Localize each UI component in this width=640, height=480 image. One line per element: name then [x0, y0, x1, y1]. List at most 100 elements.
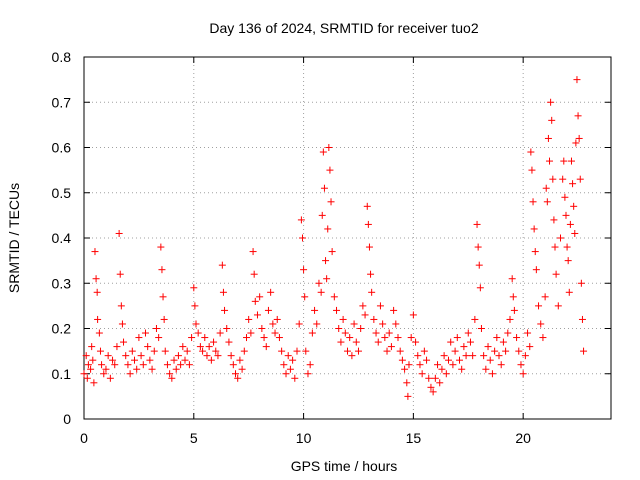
- data-point: [480, 352, 488, 360]
- data-point: [111, 361, 119, 369]
- data-point: [361, 311, 369, 319]
- data-point: [471, 315, 479, 323]
- data-point: [575, 134, 583, 142]
- data-point: [509, 293, 517, 301]
- data-point: [405, 361, 413, 369]
- data-point: [301, 293, 309, 301]
- data-point: [126, 370, 134, 378]
- data-point: [363, 202, 371, 210]
- data-point: [549, 175, 557, 183]
- data-point: [541, 293, 549, 301]
- data-point: [510, 306, 518, 314]
- data-point: [335, 325, 343, 332]
- data-point: [284, 352, 292, 360]
- data-point: [563, 243, 571, 251]
- data-point: [464, 329, 472, 337]
- data-point: [245, 315, 253, 323]
- data-point: [407, 334, 415, 342]
- y-tick-label: 0.6: [52, 140, 72, 156]
- data-point: [242, 334, 250, 342]
- data-point: [427, 383, 435, 391]
- data-point: [155, 334, 163, 342]
- data-point: [544, 134, 552, 142]
- data-point: [453, 334, 461, 342]
- data-point: [223, 325, 231, 332]
- data-point: [526, 343, 534, 351]
- data-point: [425, 374, 433, 382]
- data-point: [484, 343, 492, 351]
- data-point: [106, 374, 114, 382]
- data-point: [300, 266, 308, 274]
- data-point: [258, 325, 266, 332]
- data-point: [423, 356, 431, 364]
- data-point: [394, 334, 402, 342]
- data-point: [214, 352, 222, 360]
- data-point: [179, 343, 187, 351]
- data-point: [286, 365, 294, 373]
- data-point: [116, 270, 124, 278]
- data-point: [177, 361, 185, 369]
- data-point: [502, 347, 510, 355]
- data-point: [210, 338, 218, 346]
- chart-title: Day 136 of 2024, SRMTID for receiver tuo…: [209, 20, 478, 36]
- data-point: [524, 329, 532, 337]
- data-point: [387, 343, 395, 351]
- data-point: [401, 365, 409, 373]
- data-point: [348, 352, 356, 360]
- data-point: [218, 261, 226, 269]
- data-point: [144, 343, 152, 351]
- data-point: [135, 334, 143, 342]
- data-point: [207, 356, 215, 364]
- data-point: [166, 370, 174, 378]
- data-point: [84, 361, 92, 369]
- data-point: [297, 216, 305, 224]
- data-point: [451, 347, 459, 355]
- x-tick-label: 10: [296, 430, 312, 446]
- data-point: [566, 220, 574, 228]
- data-point: [341, 329, 349, 337]
- data-point: [572, 139, 580, 147]
- data-point: [152, 325, 160, 332]
- data-point: [493, 334, 501, 342]
- data-point: [196, 343, 204, 351]
- data-point: [438, 365, 446, 373]
- data-point: [150, 347, 158, 355]
- data-point: [458, 365, 466, 373]
- data-point: [118, 320, 126, 328]
- data-point: [89, 356, 97, 364]
- data-point: [172, 365, 180, 373]
- data-point: [488, 370, 496, 378]
- data-point: [565, 288, 573, 296]
- data-point: [313, 320, 321, 328]
- data-point: [92, 275, 100, 283]
- data-point: [199, 347, 207, 355]
- data-point: [571, 229, 579, 237]
- data-point: [513, 334, 521, 342]
- data-point: [253, 311, 261, 319]
- data-point: [466, 338, 474, 346]
- data-point: [469, 352, 477, 360]
- data-point: [354, 347, 362, 355]
- data-point: [379, 320, 387, 328]
- data-point: [521, 352, 529, 360]
- data-point: [137, 352, 145, 360]
- data-point: [486, 356, 494, 364]
- data-point: [495, 352, 503, 360]
- data-point: [577, 279, 585, 287]
- data-point: [350, 320, 358, 328]
- data-point: [275, 334, 283, 342]
- data-point: [504, 329, 512, 337]
- data-point: [183, 347, 191, 355]
- data-point: [131, 356, 139, 364]
- data-point: [580, 347, 588, 355]
- data-point: [357, 325, 365, 332]
- data-point: [573, 76, 581, 84]
- data-point: [561, 193, 569, 201]
- data-point: [315, 279, 323, 287]
- data-point: [80, 370, 88, 378]
- data-point: [528, 166, 536, 174]
- plot-frame: [83, 56, 612, 420]
- y-axis-label: SRMTID / TECUs: [6, 183, 22, 293]
